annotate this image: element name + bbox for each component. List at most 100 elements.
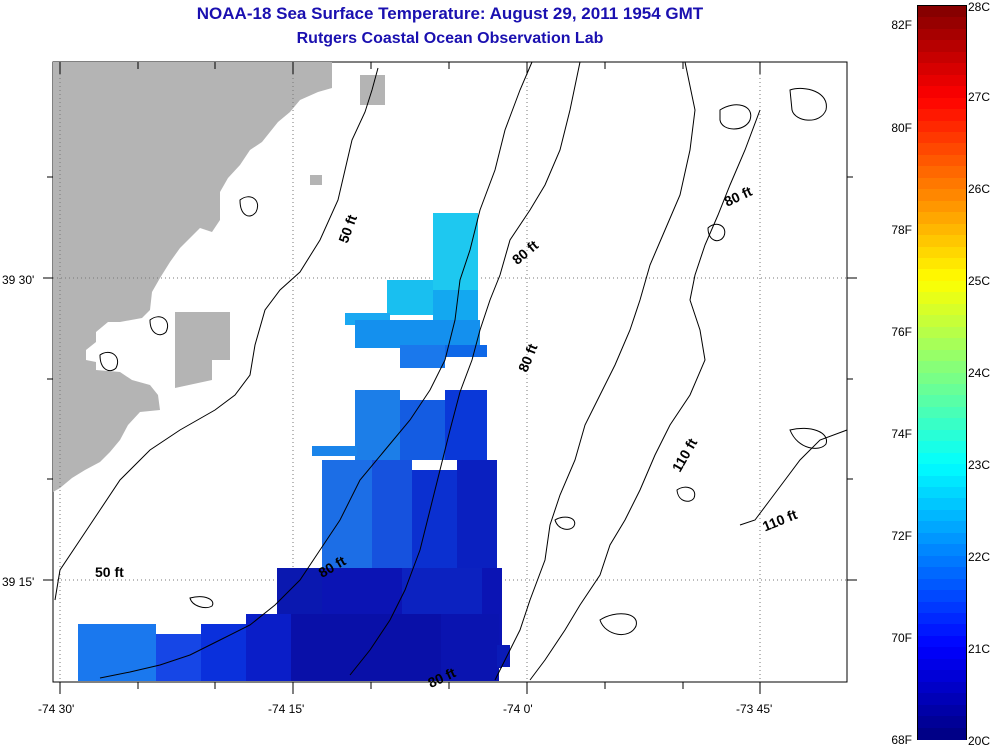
colorbar-segment xyxy=(918,716,966,729)
contour-line xyxy=(789,87,827,121)
contour-line xyxy=(149,316,168,336)
colorbar-segment xyxy=(918,624,966,637)
colorbar-f-label: 80F xyxy=(891,121,912,135)
colorbar-f-label: 68F xyxy=(891,733,912,747)
map-subtitle: Rutgers Coastal Ocean Observation Lab xyxy=(296,30,604,47)
lat-label: 39 15' xyxy=(2,575,34,589)
colorbar-segment xyxy=(918,429,966,442)
colorbar-segment xyxy=(918,109,966,122)
colorbar-segment xyxy=(918,372,966,385)
colorbar-segment xyxy=(918,487,966,500)
axis-labels: 39 30' 39 15' -74 30' -74 15' -74 0' -73… xyxy=(2,273,772,716)
contour-line xyxy=(739,429,848,526)
colorbar-segment xyxy=(918,280,966,293)
colorbar-f-label: 82F xyxy=(891,18,912,32)
colorbar-segment xyxy=(918,406,966,419)
colorbar-segment xyxy=(918,97,966,110)
colorbar-f-label: 72F xyxy=(891,529,912,543)
contour-line xyxy=(599,613,637,635)
colorbar-segment xyxy=(918,521,966,534)
colorbar-segment xyxy=(918,189,966,202)
colorbar-c-label: 27C xyxy=(968,90,991,104)
colorbar-segment xyxy=(918,315,966,328)
colorbar-f-label: 76F xyxy=(891,325,912,339)
colorbar-segment xyxy=(918,51,966,64)
map-title: NOAA-18 Sea Surface Temperature: August … xyxy=(196,4,704,23)
colorbar-segment xyxy=(918,131,966,145)
colorbar-f-label: 74F xyxy=(891,427,912,441)
sst-data-layer xyxy=(78,213,510,681)
colorbar-c-label: 24C xyxy=(968,366,991,380)
contour-line xyxy=(99,61,533,679)
colorbar-segment xyxy=(918,590,966,603)
contour-line xyxy=(707,223,726,242)
contour-line xyxy=(676,486,696,502)
sst-map: 50 ft 50 ft 80 ft 80 ft 80 ft 80 ft 80 f… xyxy=(2,61,857,716)
contour-line xyxy=(189,596,214,609)
colorbar-segment xyxy=(918,704,966,717)
colorbar-segment xyxy=(918,338,966,351)
colorbar-segment xyxy=(918,166,966,179)
contour-line xyxy=(99,351,118,372)
colorbar-segment xyxy=(918,223,966,236)
colorbar-segment xyxy=(918,475,966,488)
colorbar-segment xyxy=(918,17,966,30)
colorbar-segment xyxy=(918,28,966,41)
bathymetry-contours xyxy=(54,61,848,681)
colorbar-segment xyxy=(918,120,966,133)
colorbar-c-label: 22C xyxy=(968,550,991,564)
colorbar-segment xyxy=(918,647,966,660)
colorbar-segment xyxy=(918,257,966,271)
contour-label: 50 ft xyxy=(95,564,124,580)
contour-line xyxy=(239,196,258,217)
contour-line xyxy=(789,427,827,449)
colorbar-segment xyxy=(918,578,966,591)
colorbar-c-label: 21C xyxy=(968,642,991,656)
land-patch xyxy=(175,312,230,388)
colorbar-segment xyxy=(918,452,966,465)
colorbar-f-label: 70F xyxy=(891,631,912,645)
contour-line xyxy=(719,104,752,130)
lon-label: -73 45' xyxy=(736,702,772,716)
colorbar-segment xyxy=(918,6,966,19)
colorbar-c-label: 26C xyxy=(968,182,991,196)
colorbar-segment xyxy=(918,292,966,305)
colorbar-segment xyxy=(918,200,966,213)
colorbar-segment xyxy=(918,670,966,683)
colorbar-segment xyxy=(918,177,966,190)
lon-label: -74 30' xyxy=(38,702,74,716)
colorbar-segment xyxy=(918,40,966,53)
colorbar-segment xyxy=(918,418,966,431)
lat-label: 39 30' xyxy=(2,273,34,287)
colorbar-segment xyxy=(918,303,966,316)
colorbar-segment xyxy=(918,74,966,87)
colorbar-segment xyxy=(918,349,966,362)
colorbar-segment xyxy=(918,63,966,76)
colorbar-segment xyxy=(918,681,966,694)
colorbar-segment xyxy=(918,613,966,626)
colorbar-segment xyxy=(918,86,966,99)
colorbar-segment xyxy=(918,509,966,522)
colorbar-segment xyxy=(918,441,966,454)
colorbar-c-label: 25C xyxy=(968,274,991,288)
temperature-colorbar xyxy=(917,5,967,740)
colorbar-segment xyxy=(918,635,966,648)
contour-line xyxy=(494,61,696,681)
colorbar-segment xyxy=(918,532,966,545)
colorbar-segment xyxy=(918,154,966,167)
colorbar-segment xyxy=(918,326,966,339)
lon-label: -74 15' xyxy=(268,702,304,716)
contour-line xyxy=(349,61,581,676)
colorbar-segment xyxy=(918,544,966,557)
colorbar-segment xyxy=(918,361,966,374)
land-patch xyxy=(310,175,322,185)
colorbar-segment xyxy=(918,143,966,156)
colorbar-segment xyxy=(918,212,966,225)
colorbar-c-label: 23C xyxy=(968,458,991,472)
colorbar-segment xyxy=(918,693,966,706)
colorbar-segment xyxy=(918,464,966,477)
colorbar-c-label: 28C xyxy=(968,0,991,14)
contour-line xyxy=(554,516,576,530)
colorbar-segment xyxy=(918,269,966,282)
contour-line xyxy=(529,109,761,681)
